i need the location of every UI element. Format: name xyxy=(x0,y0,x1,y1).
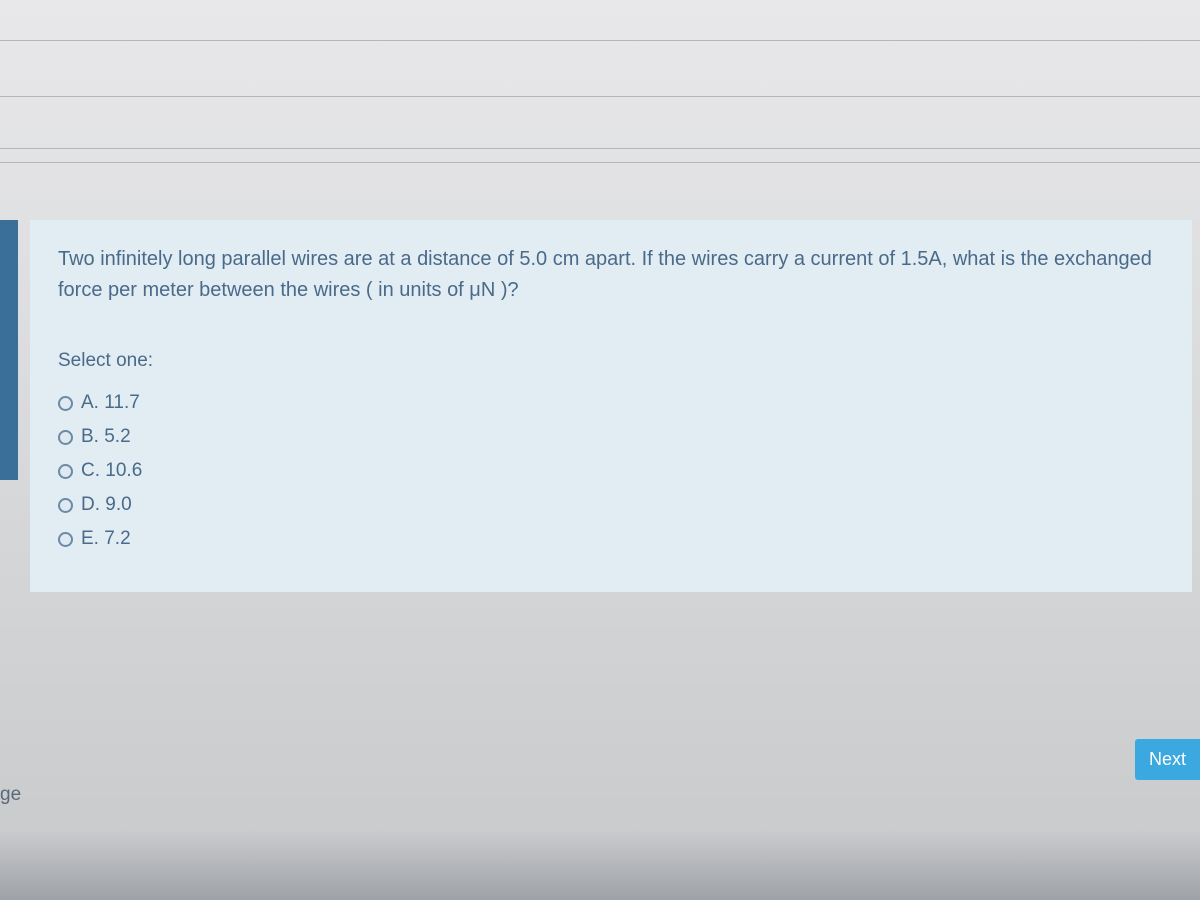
option-label: B. 5.2 xyxy=(81,426,131,448)
option-label: C. 10.6 xyxy=(81,460,142,482)
option-label: A. 11.7 xyxy=(81,392,140,414)
select-one-label: Select one: xyxy=(58,350,1164,372)
radio-icon xyxy=(58,430,73,445)
radio-icon xyxy=(58,532,73,547)
radio-icon xyxy=(58,396,73,411)
radio-icon xyxy=(58,498,73,513)
radio-icon xyxy=(58,464,73,479)
option-label: D. 9.0 xyxy=(81,494,132,516)
bottom-fade xyxy=(0,830,1200,900)
question-panel: Two infinitely long parallel wires are a… xyxy=(30,220,1192,592)
question-nav-stub xyxy=(0,220,18,480)
hline xyxy=(0,162,1200,163)
option-e[interactable]: E. 7.2 xyxy=(58,522,1164,556)
option-a[interactable]: A. 11.7 xyxy=(58,386,1164,420)
hline xyxy=(0,148,1200,149)
content-area: Two infinitely long parallel wires are a… xyxy=(0,200,1200,900)
hline xyxy=(0,96,1200,97)
option-d[interactable]: D. 9.0 xyxy=(58,488,1164,522)
option-label: E. 7.2 xyxy=(81,528,131,550)
previous-page-stub[interactable]: ge xyxy=(0,780,27,810)
question-text: Two infinitely long parallel wires are a… xyxy=(58,244,1164,306)
option-c[interactable]: C. 10.6 xyxy=(58,454,1164,488)
next-button[interactable]: Next xyxy=(1135,739,1200,780)
hline xyxy=(0,40,1200,41)
top-separator-lines xyxy=(0,0,1200,200)
option-b[interactable]: B. 5.2 xyxy=(58,420,1164,454)
